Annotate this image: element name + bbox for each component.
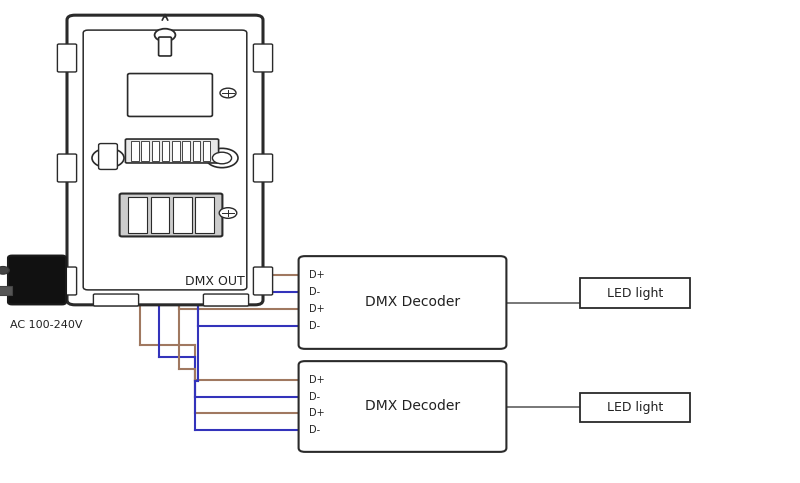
FancyBboxPatch shape	[254, 44, 273, 72]
Text: D+: D+	[309, 408, 325, 418]
Text: D+: D+	[309, 304, 325, 314]
Bar	[194, 197, 214, 233]
Bar	[131, 142, 138, 160]
Circle shape	[0, 267, 10, 274]
Bar	[172, 142, 180, 160]
Text: D+: D+	[309, 375, 325, 385]
Circle shape	[154, 28, 175, 41]
Bar	[0, 286, 12, 296]
FancyBboxPatch shape	[83, 30, 246, 290]
FancyBboxPatch shape	[254, 154, 273, 182]
Bar	[193, 142, 200, 160]
FancyBboxPatch shape	[128, 73, 213, 116]
FancyBboxPatch shape	[298, 361, 506, 452]
Bar	[580, 393, 690, 422]
FancyBboxPatch shape	[58, 267, 77, 295]
Text: D-: D-	[309, 321, 320, 331]
FancyBboxPatch shape	[94, 294, 138, 306]
Circle shape	[92, 148, 124, 168]
Text: D-: D-	[309, 425, 320, 435]
Bar	[162, 142, 170, 160]
FancyBboxPatch shape	[120, 194, 222, 237]
Text: LED light: LED light	[607, 286, 663, 299]
FancyBboxPatch shape	[8, 256, 66, 304]
FancyBboxPatch shape	[58, 154, 77, 182]
Text: D+: D+	[309, 270, 325, 280]
Text: DMX Decoder: DMX Decoder	[365, 296, 460, 310]
Circle shape	[220, 88, 236, 98]
Circle shape	[219, 208, 237, 218]
Bar	[128, 197, 147, 233]
FancyBboxPatch shape	[98, 143, 118, 170]
Bar	[202, 142, 210, 160]
Text: D-: D-	[309, 392, 320, 401]
FancyBboxPatch shape	[298, 256, 506, 349]
FancyBboxPatch shape	[67, 15, 263, 305]
Bar	[151, 142, 159, 160]
Text: LED light: LED light	[607, 401, 663, 414]
Bar	[580, 278, 690, 308]
FancyBboxPatch shape	[203, 294, 249, 306]
FancyBboxPatch shape	[254, 267, 273, 295]
FancyBboxPatch shape	[158, 37, 171, 56]
Text: DMX OUT: DMX OUT	[185, 275, 245, 288]
Text: AC 100-240V: AC 100-240V	[10, 320, 82, 330]
Circle shape	[213, 152, 232, 164]
FancyBboxPatch shape	[126, 139, 218, 163]
Text: DMX Decoder: DMX Decoder	[365, 399, 460, 413]
Text: D-: D-	[309, 287, 320, 298]
Bar	[150, 197, 170, 233]
Bar	[173, 197, 191, 233]
Bar	[142, 142, 149, 160]
Circle shape	[206, 148, 238, 168]
Bar	[182, 142, 190, 160]
FancyBboxPatch shape	[58, 44, 77, 72]
